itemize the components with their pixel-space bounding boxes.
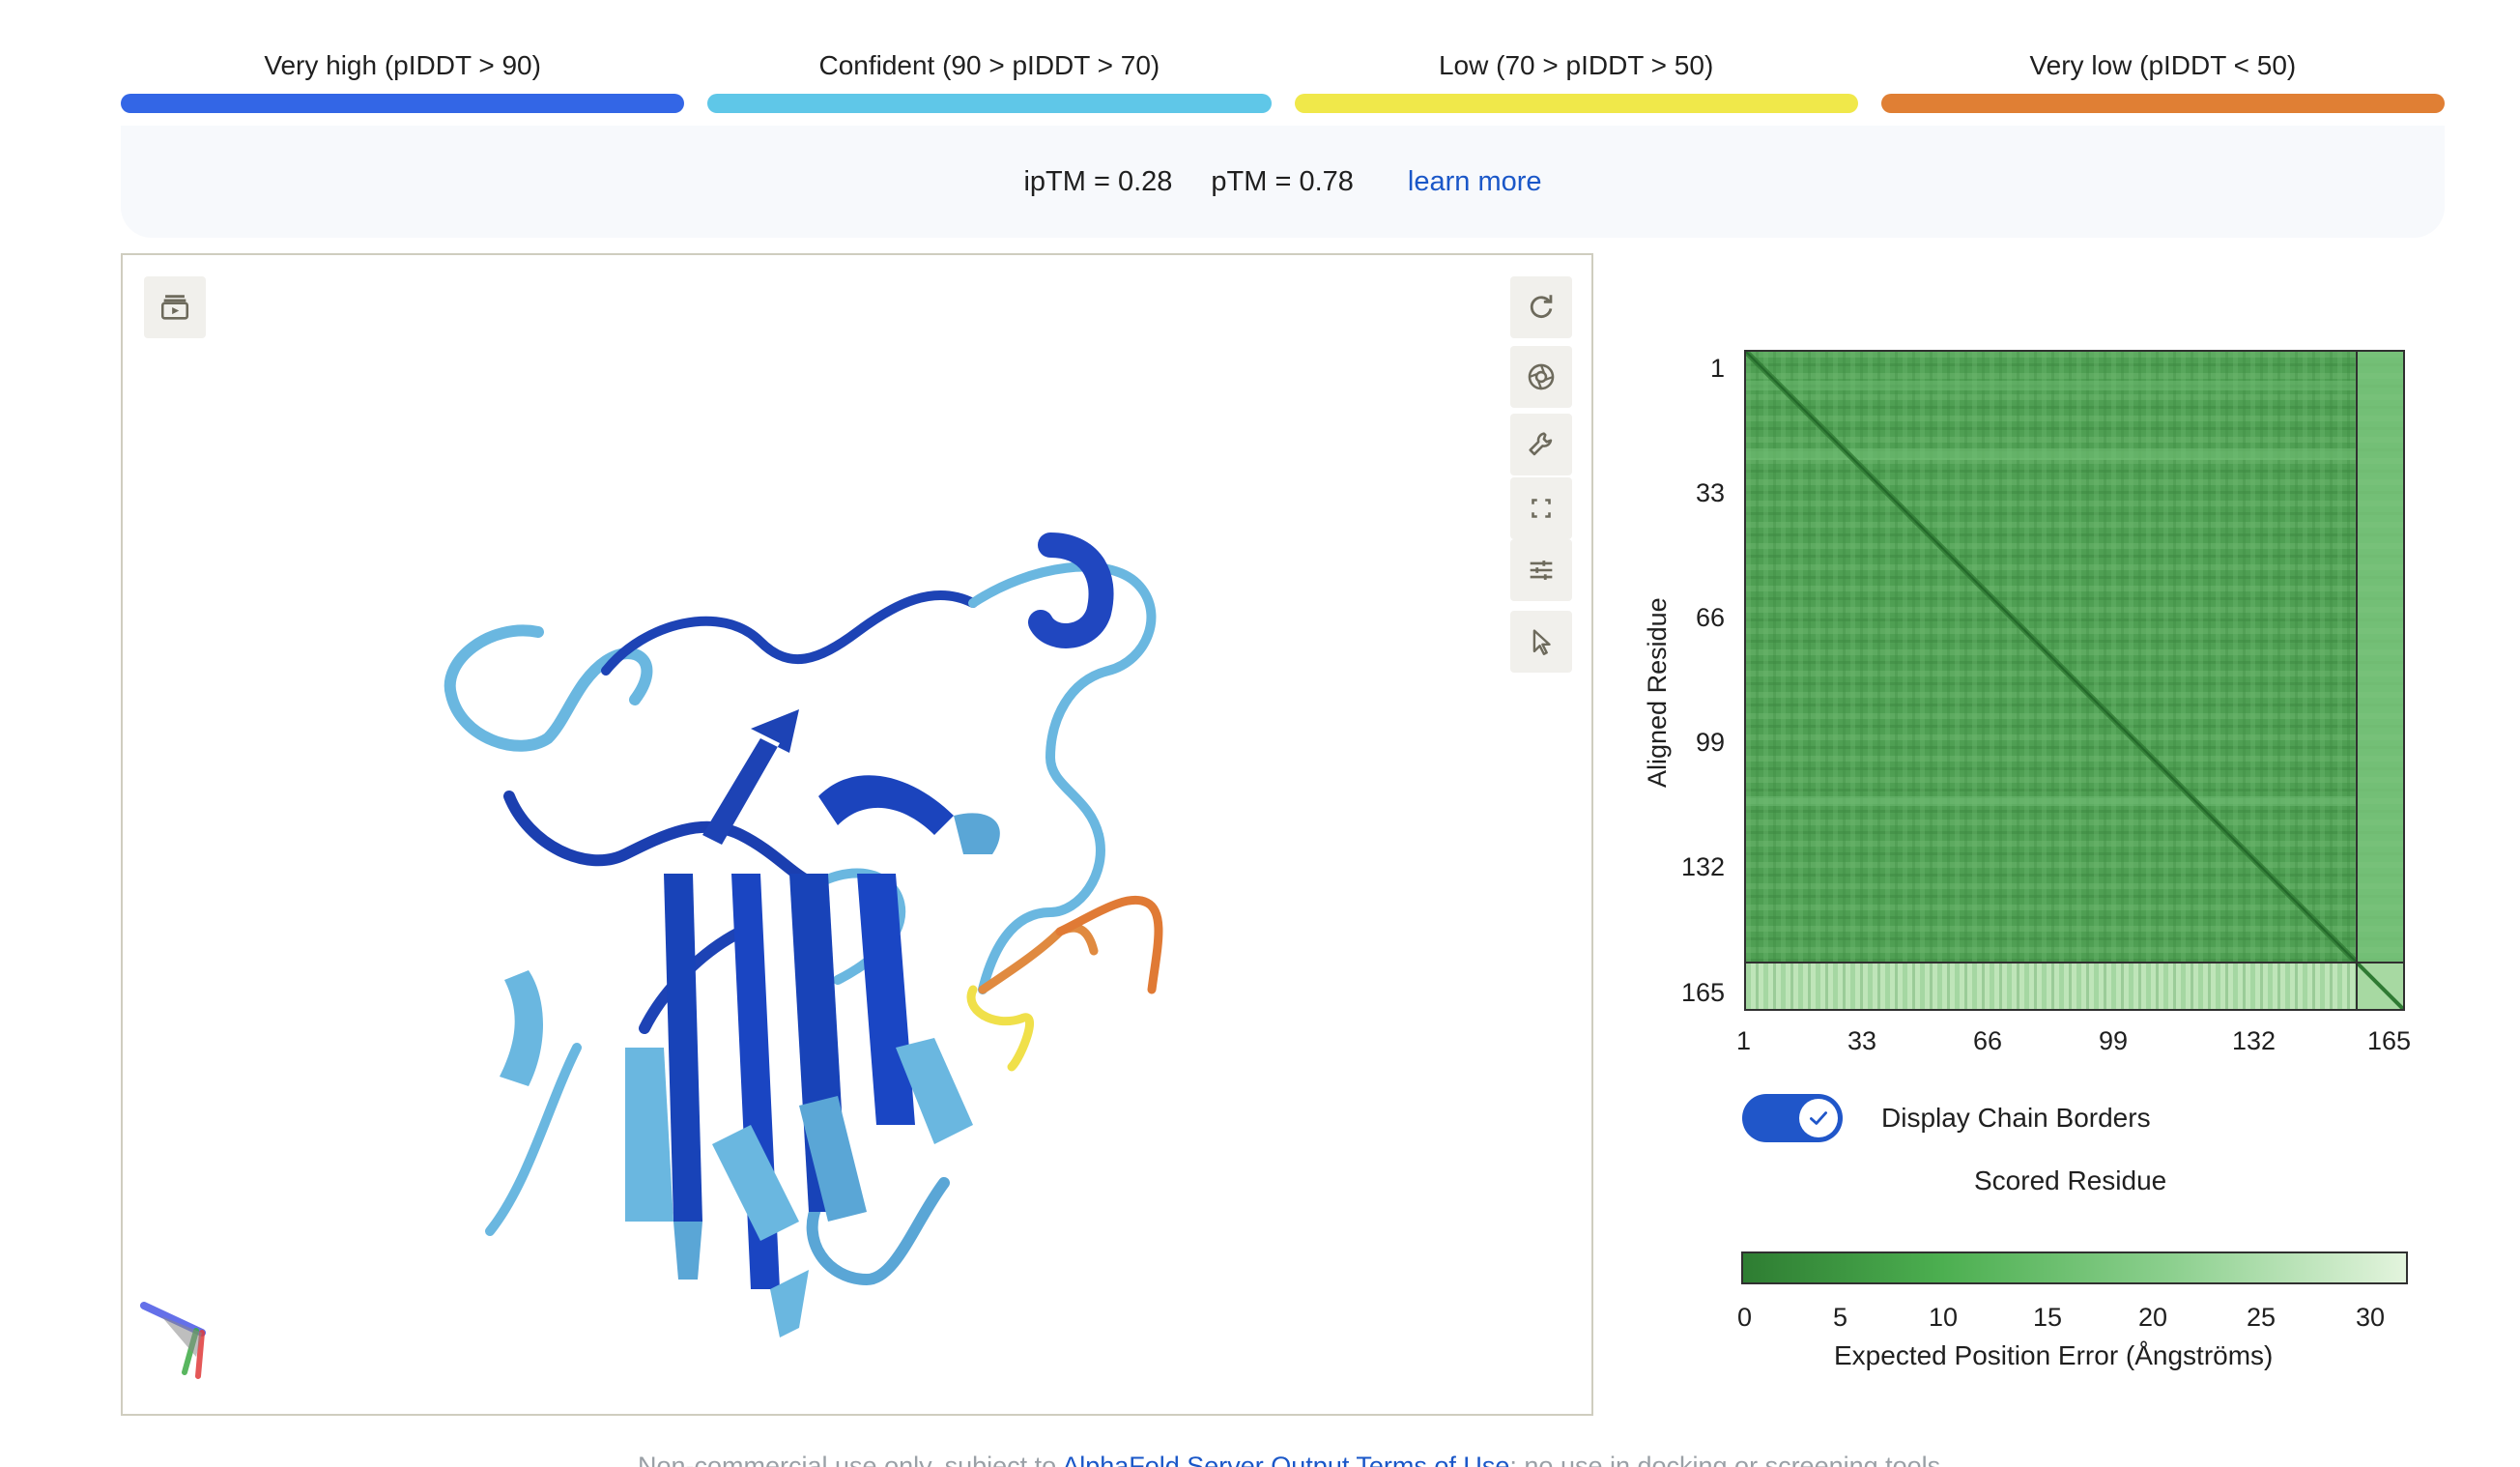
beta-strand	[712, 1125, 799, 1241]
camera-icon	[1528, 363, 1555, 390]
screenshot-button[interactable]	[1510, 346, 1572, 408]
reset-rotation-button[interactable]	[1510, 276, 1572, 338]
x-tick: 99	[2099, 1026, 2129, 1055]
beta-strand	[818, 775, 954, 835]
very-low-confidence-tail	[1055, 895, 1163, 994]
cursor-icon	[1532, 629, 1551, 655]
beta-sheet	[500, 709, 1000, 1338]
legend-confident-label: Confident (90 > pIDDT > 70)	[818, 50, 1160, 80]
legend-confident-bar	[707, 94, 1272, 113]
check-icon	[1810, 1111, 1827, 1125]
legend-very-high-label: Very high (pIDDT > 90)	[264, 50, 541, 80]
beta-strand	[857, 874, 915, 1125]
ptm-value: pTM = 0.78	[1211, 165, 1354, 197]
learn-more-link[interactable]: learn more	[1407, 165, 1542, 197]
wrench-icon	[1529, 432, 1553, 456]
pae-x-axis-label: Scored Residue	[1974, 1165, 2167, 1195]
beta-strand	[702, 709, 799, 845]
tools-button[interactable]	[1510, 414, 1572, 475]
beta-strand	[673, 1222, 702, 1280]
footer-suffix: ; no use in docking or screening tools	[1509, 1452, 1941, 1467]
loop-segment	[978, 830, 1105, 994]
y-tick: 1	[1709, 354, 1725, 383]
loop-segment	[444, 624, 653, 752]
colorbar-tick: 20	[2138, 1303, 2168, 1332]
low-confidence-tail	[966, 985, 1035, 1072]
legend-confident: Confident (90 > pIDDT > 70)	[707, 46, 1272, 116]
beta-strand	[770, 1270, 809, 1338]
settings-button[interactable]	[1510, 539, 1572, 601]
colorbar-tick: 5	[1833, 1303, 1848, 1332]
fullscreen-button[interactable]	[1510, 477, 1572, 539]
chain-borders-toggle[interactable]	[1742, 1094, 1843, 1142]
colorbar-tick: 0	[1737, 1303, 1753, 1332]
iptm-value: ipTM = 0.28	[1023, 165, 1173, 197]
animation-button[interactable]	[144, 276, 206, 338]
y-tick: 33	[1695, 478, 1725, 507]
colorbar-label: Expected Position Error (Ångströms)	[1834, 1340, 2274, 1370]
beta-strand	[625, 1048, 673, 1222]
confidence-metrics-panel: ipTM = 0.28 pTM = 0.78 learn more	[121, 126, 2445, 238]
beta-strand	[896, 1038, 973, 1144]
legend-very-low-label: Very low (pIDDT < 50)	[2029, 50, 2297, 80]
colorbar-tick: 25	[2247, 1303, 2277, 1332]
x-tick: 165	[2367, 1026, 2412, 1055]
beta-strand	[954, 813, 1000, 854]
loop-segment	[968, 561, 1157, 840]
y-tick: 66	[1695, 603, 1725, 632]
animation-icon	[160, 295, 189, 320]
loop-segment	[503, 791, 824, 889]
protein-structure-render[interactable]	[123, 255, 1591, 1415]
chain-borders-label: Display Chain Borders	[1881, 1103, 2151, 1133]
legend-very-low: Very low (pIDDT < 50)	[1880, 46, 2445, 116]
beta-strand	[799, 1096, 867, 1222]
selection-mode-button[interactable]	[1510, 611, 1572, 673]
loop-segment	[485, 1043, 582, 1236]
toggle-knob	[1799, 1099, 1838, 1137]
legend-low-label: Low (70 > pIDDT > 50)	[1438, 50, 1714, 80]
terms-of-use-link[interactable]: AlphaFold Server Output Terms of Use	[1062, 1452, 1510, 1467]
legend-low-bar	[1294, 94, 1858, 113]
beta-strand	[664, 874, 702, 1222]
footer-prefix: Non-commercial use only, subject to	[638, 1452, 1063, 1467]
legend-very-high: Very high (pIDDT > 90)	[121, 46, 685, 116]
x-tick: 1	[1736, 1026, 1752, 1055]
y-tick: 132	[1680, 852, 1725, 881]
terms-footer: Non-commercial use only, subject to Alph…	[638, 1452, 1940, 1467]
sliders-icon	[1530, 561, 1553, 580]
legend-low: Low (70 > pIDDT > 50)	[1294, 46, 1858, 116]
colorbar-tick: 15	[2033, 1303, 2063, 1332]
x-tick: 132	[2232, 1026, 2277, 1055]
colorbar-tick: 10	[1929, 1303, 1959, 1332]
helix-segment	[1028, 532, 1114, 648]
loop-segment	[806, 1177, 950, 1285]
beta-strand	[500, 970, 543, 1086]
pae-colorbar	[1741, 1251, 2408, 1284]
chain-borders-toggle-row: Display Chain Borders	[1742, 1094, 2151, 1142]
fullscreen-icon	[1532, 499, 1551, 518]
plddt-legend: Very high (pIDDT > 90) Confident (90 > p…	[121, 46, 2445, 116]
pae-heatmap[interactable]	[1744, 350, 2405, 1011]
legend-very-high-bar	[121, 94, 685, 113]
axes-gizmo	[140, 1302, 206, 1379]
pae-heatmap-image	[1746, 352, 2403, 1009]
legend-very-low-bar	[1880, 94, 2445, 113]
structure-viewer[interactable]	[121, 253, 1593, 1416]
x-tick: 33	[1847, 1026, 1877, 1055]
colorbar-tick: 30	[2356, 1303, 2386, 1332]
rotate-icon	[1530, 295, 1553, 318]
x-tick: 66	[1973, 1026, 2003, 1055]
loop-segment	[601, 590, 978, 676]
y-tick: 165	[1680, 978, 1725, 1007]
y-tick: 99	[1695, 728, 1725, 757]
